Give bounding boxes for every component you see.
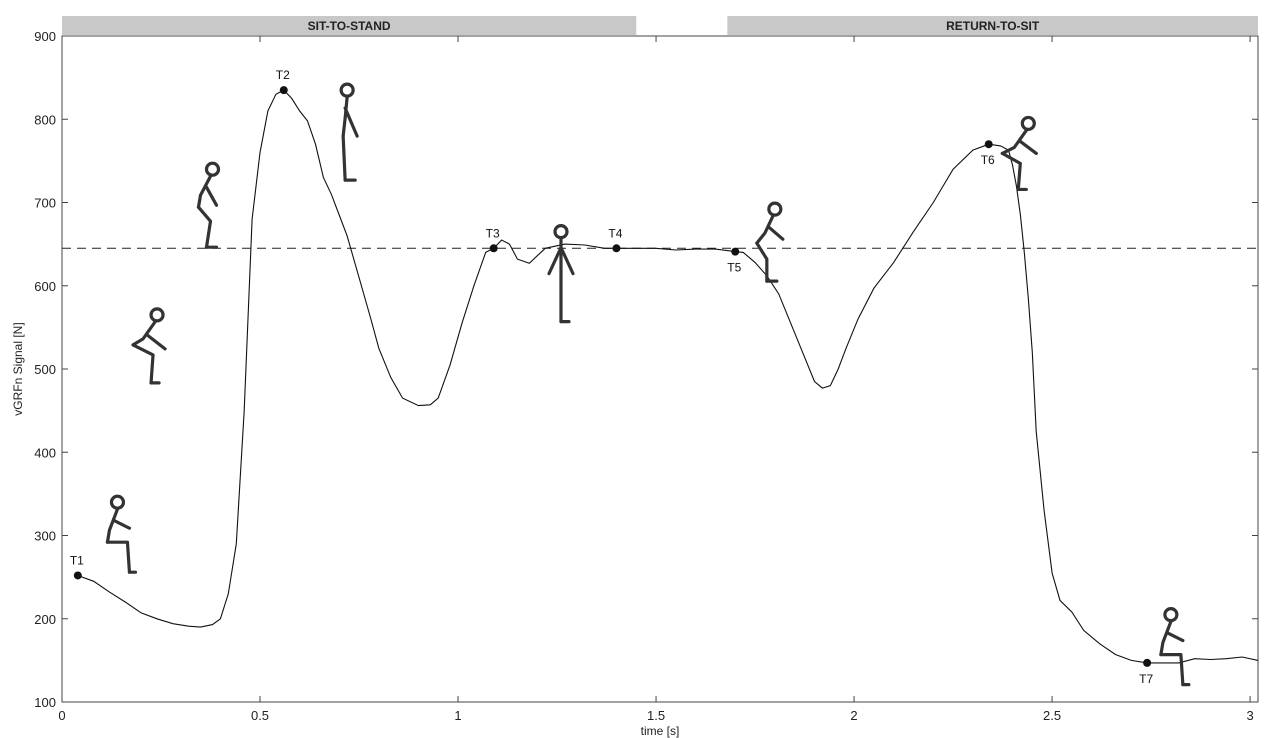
annotation-label-t4: T4 [608, 226, 622, 240]
y-tick-label: 900 [34, 29, 56, 44]
y-tick-label: 400 [34, 445, 56, 460]
stick-figure-rising-icon [196, 161, 221, 249]
stick-figure-trunk-flexed-crouch-icon [131, 307, 167, 385]
y-tick-label: 500 [34, 362, 56, 377]
stick-figure-standing-icon [547, 224, 575, 324]
stick-figure-lowering-icon [755, 201, 785, 283]
y-tick-label: 800 [34, 112, 56, 127]
y-tick-label: 700 [34, 196, 56, 211]
x-tick-label: 3 [1246, 708, 1253, 723]
stick-figure-crouch-descent-icon [1000, 115, 1038, 192]
y-tick-label: 200 [34, 612, 56, 627]
x-tick-label: 2 [850, 708, 857, 723]
annotation-point-t5 [731, 247, 740, 256]
x-axis: 0 0.5 1 1.5 2 2.5 3 [58, 36, 1254, 723]
annotation-label-t2: T2 [276, 68, 290, 82]
annotation-label-t7: T7 [1139, 672, 1153, 686]
x-tick-label: 0.5 [251, 708, 269, 723]
phase-bar-1 [727, 16, 1258, 35]
annotation-label-t5: T5 [727, 261, 741, 275]
annotation-point-t4 [612, 244, 621, 253]
stick-figure-seated-icon [1159, 606, 1191, 687]
annotation-points: T1 T2 T3 T4 T5 T6 T7 [70, 68, 1154, 686]
annotation-point-t7 [1143, 658, 1152, 667]
x-tick-label: 2.5 [1043, 708, 1061, 723]
stick-figures [105, 82, 1191, 687]
phase-label-1: RETURN-TO-SIT [946, 19, 1040, 33]
annotation-label-t6: T6 [981, 153, 995, 167]
annotation-label-t3: T3 [486, 226, 500, 240]
annotation-point-t2 [279, 86, 288, 95]
y-axis: 100 200 300 400 500 600 700 800 900 [34, 29, 1258, 710]
x-tick-label: 0 [58, 708, 65, 723]
y-axis-label: vGRFn Signal [N] [11, 322, 25, 415]
annotation-point-t1 [73, 571, 82, 580]
x-tick-label: 1.5 [647, 708, 665, 723]
stick-figure-upright-rising-icon [339, 82, 359, 182]
plot-area-frame [61, 35, 1259, 703]
phase-bar-0 [62, 16, 637, 35]
annotation-point-t3 [489, 244, 498, 253]
y-tick-label: 100 [34, 695, 56, 710]
y-tick-label: 300 [34, 529, 56, 544]
x-axis-label: time [s] [641, 724, 680, 738]
series-line [77, 89, 1259, 664]
phase-bars: SIT-TO-STAND RETURN-TO-SIT [62, 16, 1258, 35]
stick-figure-seated-icon [105, 494, 138, 574]
y-tick-label: 600 [34, 279, 56, 294]
annotation-point-t6 [984, 140, 993, 149]
x-tick-label: 1 [454, 708, 461, 723]
annotation-label-t1: T1 [70, 553, 84, 567]
phase-label-0: SIT-TO-STAND [308, 19, 391, 33]
